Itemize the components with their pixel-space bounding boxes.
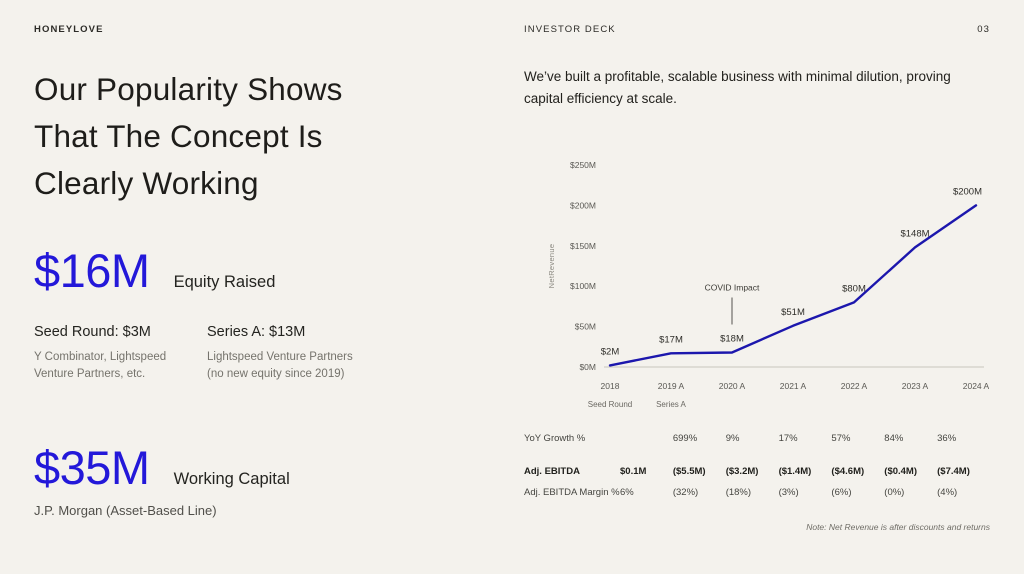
svg-text:$17M: $17M [659,334,683,345]
financial-cell: (18%) [725,486,752,498]
svg-text:$148M: $148M [900,228,929,239]
financial-cell: (4%) [937,486,958,498]
intro-text: We’ve built a profitable, scalable busin… [524,69,951,107]
svg-text:$51M: $51M [781,306,805,317]
left-column: Our Popularity Shows That The Concept Is… [34,66,489,532]
revenue-chart: NetRevenue $0M $50M $100M $150M $200M $250M $2M… [547,160,989,409]
svg-text:$250M: $250M [570,160,596,170]
svg-text:2021 A: 2021 A [780,381,807,391]
equity-amount: $16M [34,244,150,297]
financial-row-label: Adj. EBITDA Margin % [524,486,620,498]
slide-title: Our Popularity Shows That The Concept Is… [34,66,489,207]
working-capital-stat: $35M Working Capital [34,440,489,495]
svg-text:$200M: $200M [570,200,596,210]
financial-cell: (0%) [884,486,905,498]
financial-cell: 17% [778,432,798,444]
financial-row: YoY Growth % 699% 9% 17% 57% 84% 36% [524,433,990,444]
right-column: We’ve built a profitable, scalable busin… [524,66,990,532]
financial-cell [620,433,673,444]
svg-text:$150M: $150M [570,240,596,250]
title-line-3: Clearly Working [34,165,259,201]
financial-cell: 84% [884,432,904,444]
series-a-sub: Lightspeed Venture Partners (no new equi… [207,351,353,381]
financial-row: Adj. EBITDA Margin % 6% (32%) (18%) (3%) (6%)… [524,487,990,498]
financial-cell: $0.1M [620,465,647,477]
svg-text:$2M: $2M [601,346,620,357]
financial-cell: ($0.4M) [884,465,918,477]
equity-stat: $16M Equity Raised [34,243,489,298]
series-a-heading: Series A: $13M [207,324,306,340]
financial-row-label: Adj. EBITDA [524,465,580,477]
financial-cell: ($5.5M) [672,465,706,477]
svg-text:$100M: $100M [570,281,596,291]
working-capital-source: J.P. Morgan (Asset-Based Line) [34,502,217,518]
svg-text:$50M: $50M [575,321,596,331]
financial-row: Adj. EBITDA $0.1M ($5.5M) ($3.2M) ($1.4M) ($4… [524,466,990,477]
working-capital-amount: $35M [34,440,150,494]
financial-cell: ($4.6M) [831,465,865,477]
financial-cell: ($1.4M) [778,465,812,477]
svg-text:2019 A: 2019 A [658,381,685,391]
svg-text:2018: 2018 [601,381,620,391]
working-capital-label: Working Capital [173,469,290,488]
financial-cell: 57% [831,432,851,444]
financial-cell: 9% [725,432,740,444]
financial-cell: (32%) [672,486,699,498]
svg-text:2024 A: 2024 A [963,381,989,391]
financial-cell: (3%) [778,486,799,498]
svg-text:$18M: $18M [720,333,744,344]
deck-label: INVESTOR DECK [524,24,616,35]
series-a-detail: Series A: $13M Lightspeed Venture Partne… [207,324,489,384]
financial-cell: 36% [937,432,957,444]
top-bar: HONEYLOVE INVESTOR DECK 03 [34,24,990,36]
financial-row-label: YoY Growth % [524,432,586,444]
svg-text:NetRevenue: NetRevenue [547,243,556,288]
equity-label: Equity Raised [173,273,276,291]
svg-text:2023 A: 2023 A [902,381,929,391]
topbar-right: INVESTOR DECK 03 [524,24,990,36]
svg-text:Seed Round: Seed Round [588,400,632,409]
svg-text:COVID Impact: COVID Impact [705,282,760,292]
seed-round-detail: Seed Round: $3M Y Combinator, Lightspeed… [34,324,207,384]
svg-text:2020 A: 2020 A [719,381,746,391]
equity-details: Seed Round: $3M Y Combinator, Lightspeed… [34,324,489,384]
page-number: 03 [977,24,990,35]
financial-cell: 6% [620,486,634,498]
title-line-1: Our Popularity Shows [34,71,343,107]
financial-cell: 699% [672,432,698,444]
financial-table: YoY Growth % 699% 9% 17% 57% 84% 36% Adj. EBITD… [524,433,990,498]
svg-text:2022 A: 2022 A [841,381,868,391]
footnote: Note: Net Revenue is after discounts and… [806,521,990,532]
financial-cell: (6%) [831,486,852,498]
svg-text:$200M: $200M [953,186,982,197]
main-columns: Our Popularity Shows That The Concept Is… [34,66,990,532]
title-line-2: That The Concept Is [34,118,323,154]
brand-logo: HONEYLOVE [34,24,104,35]
seed-round-heading: Seed Round: $3M [34,324,151,340]
financial-cell: ($3.2M) [725,465,759,477]
svg-text:$80M: $80M [842,283,866,294]
svg-text:$0M: $0M [579,362,596,372]
svg-text:Series A: Series A [656,400,686,409]
financial-cell: ($7.4M) [937,465,970,477]
seed-round-sub: Y Combinator, Lightspeed Venture Partner… [34,351,167,381]
